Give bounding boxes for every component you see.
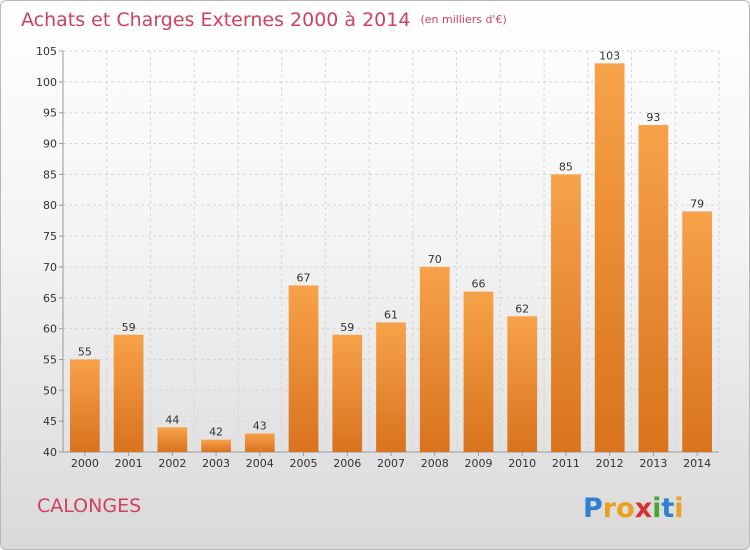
x-tick-label: 2010 [508, 457, 536, 470]
y-tick-label: 105 [36, 45, 57, 58]
bar [157, 427, 188, 452]
x-tick-label: 2009 [464, 457, 492, 470]
x-tick-label: 2008 [421, 457, 449, 470]
bar [376, 322, 406, 452]
y-tick-label: 95 [43, 107, 57, 120]
proxiti-logo: Proxiti [583, 493, 684, 524]
x-tick-label: 2000 [71, 457, 99, 470]
chart-unit: (en milliers d'€) [420, 13, 507, 26]
y-tick-label: 65 [43, 292, 57, 305]
bar [419, 266, 450, 452]
data-label: 93 [646, 111, 660, 124]
chart-title: Achats et Charges Externes 2000 à 2014 [21, 9, 411, 31]
data-label: 43 [253, 419, 267, 432]
x-tick-label: 2006 [333, 457, 361, 470]
data-label: 59 [122, 321, 136, 334]
x-tick-label: 2011 [552, 457, 580, 470]
bar [113, 334, 144, 452]
data-label: 103 [599, 49, 620, 62]
axes: 40 45 50 55 60 65 70 75 80 85 90 95 100 105 2000 2001 20… [36, 45, 719, 470]
data-label: 79 [690, 197, 704, 210]
commune-name: CALONGES [37, 495, 142, 517]
bar [551, 174, 581, 452]
data-label: 44 [165, 413, 179, 426]
y-tick-label: 70 [43, 261, 57, 274]
y-tick-label: 75 [43, 230, 57, 243]
x-tick-label: 2013 [639, 457, 667, 470]
x-tick-label: 2004 [246, 457, 274, 470]
bar [332, 334, 363, 452]
y-tick-label: 45 [43, 415, 57, 428]
data-label: 59 [340, 321, 354, 334]
data-label: 55 [78, 345, 92, 358]
data-label: 85 [559, 160, 573, 173]
y-tick-label: 60 [43, 323, 57, 336]
x-tick-label: 2005 [290, 457, 318, 470]
data-label: 61 [384, 308, 398, 321]
y-tick-label: 100 [36, 76, 57, 89]
y-tick-label: 90 [43, 138, 57, 151]
chart-header: Achats et Charges Externes 2000 à 2014 (… [21, 9, 507, 31]
data-label: 42 [209, 426, 223, 439]
bar [507, 316, 538, 452]
y-tick-label: 40 [43, 446, 57, 459]
x-tick-label: 2012 [596, 457, 624, 470]
data-label: 70 [428, 253, 442, 266]
y-tick-label: 80 [43, 199, 57, 212]
bar [244, 433, 275, 452]
bars [69, 63, 713, 453]
bar [69, 359, 100, 452]
data-label: 62 [515, 302, 529, 315]
x-tick-label: 2003 [202, 457, 230, 470]
bar [288, 285, 319, 452]
bar [682, 211, 713, 452]
x-tick-label: 2001 [115, 457, 143, 470]
bar [638, 125, 669, 453]
bar [594, 63, 625, 452]
x-tick-label: 2002 [158, 457, 186, 470]
x-tick-label: 2014 [683, 457, 711, 470]
data-label: 67 [297, 271, 311, 284]
data-labels: 55 59 44 42 43 67 59 61 70 66 62 85 103 93 79 [78, 49, 704, 438]
y-tick-label: 50 [43, 384, 57, 397]
data-label: 66 [471, 278, 485, 291]
y-tick-label: 85 [43, 168, 57, 181]
x-tick-label: 2007 [377, 457, 405, 470]
svg-text:Proxiti: Proxiti [583, 493, 684, 524]
bar [201, 439, 231, 452]
y-tick-label: 55 [43, 353, 57, 366]
bar [463, 291, 494, 452]
